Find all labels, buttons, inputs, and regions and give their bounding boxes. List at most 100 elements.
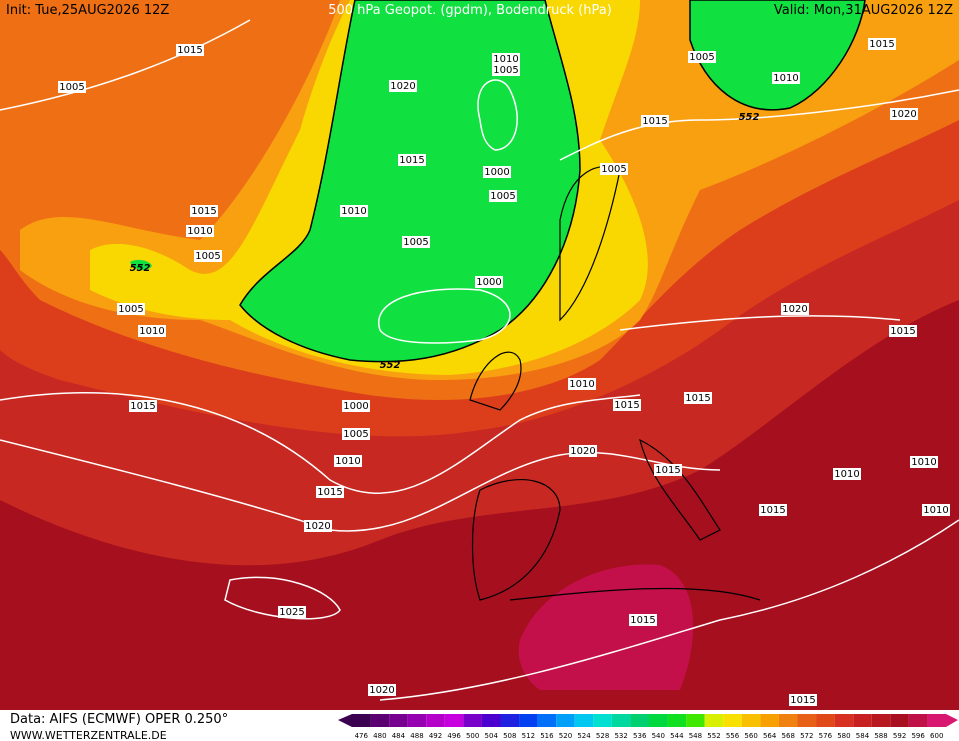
isobar-label-box (789, 694, 817, 706)
low-pressure-area (130, 259, 152, 271)
isobar-label-box (759, 504, 787, 516)
isobar-label: 1005 (403, 237, 428, 248)
colorbar-tick-label: 512 (522, 732, 535, 740)
high-height-area (518, 564, 694, 690)
isobar-label: 1010 (569, 379, 594, 390)
isobar-label: 1010 (911, 457, 936, 468)
isobar-label: 1010 (335, 456, 360, 467)
colorbar-swatch (797, 714, 817, 727)
colorbar-tick-label: 500 (466, 732, 479, 740)
valid-time: Valid: Mon,31AUG2026 12Z (774, 3, 953, 18)
isobar-label: 1010 (493, 54, 518, 65)
isobar-label-box (117, 303, 145, 315)
isobar-label-box (492, 64, 520, 76)
isobar-label-box (833, 468, 861, 480)
colorbar-swatch (871, 714, 891, 727)
colorbar-tick-label: 532 (614, 732, 627, 740)
colorbar-swatch (908, 714, 928, 727)
isobar-label: 1005 (118, 304, 143, 315)
isobar-label-box (278, 606, 306, 618)
colorbar-swatch (481, 714, 501, 727)
colorbar-tick-label: 528 (596, 732, 609, 740)
isobar-label: 1020 (782, 304, 807, 315)
colorbar-tick-label: 488 (410, 732, 423, 740)
isobar-label-box (772, 72, 800, 84)
isobar-label: 1010 (773, 73, 798, 84)
isobar-label-box (475, 276, 503, 288)
isobar-label-box (492, 53, 520, 65)
colorbar-swatch (426, 714, 445, 727)
isobar-label-box (58, 81, 86, 93)
init-time: Init: Tue,25AUG2026 12Z (6, 3, 169, 18)
isobar-label-box (613, 399, 641, 411)
colorbar-tick-label: 580 (837, 732, 850, 740)
isobar-label-box (190, 205, 218, 217)
colorbar-swatch (574, 714, 594, 727)
colorbar-swatch (741, 714, 761, 727)
isobar-label-box (389, 80, 417, 92)
isobar (477, 79, 518, 151)
isobar-label-box (129, 400, 157, 412)
isobar (379, 519, 959, 701)
isobar-label-box (304, 520, 332, 532)
contour-label: 552 (130, 263, 151, 274)
isobar-label: 1020 (390, 81, 415, 92)
colorbar-swatch (611, 714, 631, 727)
isobar-label-box (342, 400, 370, 412)
colorbar-swatch (686, 714, 705, 727)
colorbar-swatch (723, 714, 742, 727)
colorbar-tick-label: 576 (819, 732, 833, 740)
isobar (559, 89, 959, 161)
colorbar-swatch (649, 714, 668, 727)
isobar-label: 1015 (642, 116, 667, 127)
colorbar-tick-label: 552 (707, 732, 720, 740)
colorbar-tick-label: 584 (856, 732, 870, 740)
isobar-label-box (340, 205, 368, 217)
colorbar-tick-label: 492 (429, 732, 442, 740)
colorbar-swatch (389, 714, 408, 727)
isobar-label: 1005 (59, 82, 84, 93)
isobar-label-box (889, 325, 917, 337)
colorbar-tick-label: 536 (633, 732, 647, 740)
colorbar-swatch (853, 714, 872, 727)
colorbar-tick-label: 504 (485, 732, 499, 740)
colorbar-swatch (463, 714, 482, 727)
colorbar-swatch (537, 714, 557, 727)
colorbar-tick-label: 568 (782, 732, 795, 740)
colorbar-tick-label: 508 (503, 732, 516, 740)
colorbar-swatch (778, 714, 798, 727)
isobar-label-box (568, 378, 596, 390)
isobar-label-box (641, 115, 669, 127)
low-pressure-area (239, 0, 581, 363)
isobar-label-box (138, 325, 166, 337)
isobar (0, 392, 641, 494)
isobar-label-box (342, 428, 370, 440)
isobar-label: 1005 (601, 164, 626, 175)
isobar-label-box (402, 236, 430, 248)
colorbar-tick-label: 564 (763, 732, 777, 740)
colorbar-tick-label: 476 (355, 732, 369, 740)
colorbar-tick-label: 572 (800, 732, 813, 740)
isobar-label: 1000 (343, 401, 368, 412)
isobar-label: 1015 (685, 393, 710, 404)
contour-label: 552 (739, 112, 760, 123)
isobar-label: 1010 (187, 226, 212, 237)
colorbar-tick-label: 560 (744, 732, 757, 740)
colorbar-swatch (352, 714, 371, 727)
isobar-label: 1020 (570, 446, 595, 457)
isobar-label-box (600, 163, 628, 175)
colorbar-swatch (444, 714, 464, 727)
isobar-label-box (334, 455, 362, 467)
colorbar-swatch (500, 714, 520, 727)
colorbar-tick-label: 592 (893, 732, 906, 740)
colorbar-arrow (338, 714, 352, 727)
isobar-label: 1010 (139, 326, 164, 337)
colorbar-swatch (927, 714, 946, 727)
isobar-label: 1020 (891, 109, 916, 120)
isobar-label-box (569, 445, 597, 457)
colorbar-tick-label: 556 (726, 732, 740, 740)
colorbar-swatch (760, 714, 779, 727)
isobar-label-box (483, 166, 511, 178)
colorbar-swatch (370, 714, 390, 727)
